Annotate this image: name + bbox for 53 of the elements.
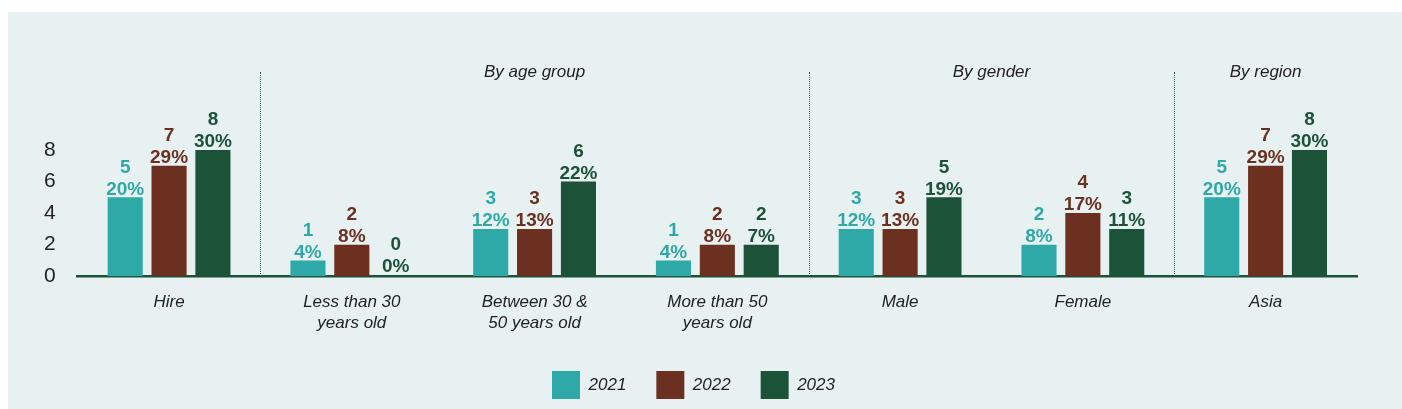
bar bbox=[699, 244, 735, 277]
y-tick-label: 4 bbox=[43, 199, 56, 223]
data-label: 5 20% bbox=[106, 155, 145, 199]
bar bbox=[1065, 213, 1101, 277]
x-tick-label: Less than 30 years old bbox=[303, 292, 402, 332]
y-tick-label: 8 bbox=[43, 136, 56, 160]
bar bbox=[473, 228, 509, 277]
x-tick-label: Male bbox=[881, 292, 919, 312]
legend-label: 2023 bbox=[796, 374, 836, 394]
legend-label: 2022 bbox=[691, 374, 732, 394]
data-label: 6 22% bbox=[559, 139, 598, 183]
data-label: 3 11% bbox=[1108, 187, 1146, 231]
y-tick-label: 6 bbox=[43, 168, 56, 192]
data-label: 3 12% bbox=[837, 187, 876, 231]
bar bbox=[334, 244, 370, 277]
y-tick-label: 2 bbox=[43, 231, 56, 255]
legend-label: 2021 bbox=[587, 374, 627, 394]
x-tick-label: Hire bbox=[153, 292, 185, 312]
text: By age group bbox=[484, 61, 586, 81]
data-label: 2 7% bbox=[747, 202, 776, 246]
bar bbox=[882, 228, 918, 277]
bar bbox=[655, 260, 692, 277]
bar bbox=[838, 228, 874, 277]
data-label: 7 29% bbox=[1246, 124, 1285, 168]
data-label: 3 13% bbox=[881, 187, 920, 231]
y-tick-label: 0 bbox=[43, 263, 56, 286]
x-tick-label: Between 30 & 50 years old bbox=[481, 292, 588, 332]
bar bbox=[151, 165, 187, 277]
data-label: 1 4% bbox=[294, 218, 322, 262]
data-label: 2 8% bbox=[1025, 202, 1053, 246]
data-label: 3 13% bbox=[515, 187, 554, 231]
x-tick-label: Asia bbox=[1248, 292, 1283, 312]
bar bbox=[1248, 165, 1284, 277]
data-label: 5 20% bbox=[1202, 155, 1241, 199]
bar bbox=[290, 260, 326, 277]
x-tick-label: Female bbox=[1054, 292, 1112, 312]
x-tick-label: More than 50 years old bbox=[667, 292, 768, 332]
bar bbox=[517, 228, 553, 277]
data-label: 0 0% bbox=[381, 233, 410, 277]
data-label: 4 17% bbox=[1063, 171, 1102, 215]
data-label: 1 4% bbox=[659, 218, 688, 262]
data-label: 2 8% bbox=[338, 202, 366, 246]
data-label: 3 12% bbox=[471, 187, 510, 231]
data-label: 8 30% bbox=[1290, 108, 1329, 152]
bar bbox=[1021, 244, 1057, 277]
data-label: 5 19% bbox=[924, 155, 964, 199]
text: By gender bbox=[952, 61, 1032, 81]
data-label: 2 8% bbox=[703, 202, 732, 246]
bar bbox=[1204, 197, 1240, 277]
data-label: 7 29% bbox=[150, 124, 189, 168]
text: By region bbox=[1229, 61, 1302, 81]
bar bbox=[107, 197, 143, 277]
data-label: 8 30% bbox=[193, 108, 233, 152]
